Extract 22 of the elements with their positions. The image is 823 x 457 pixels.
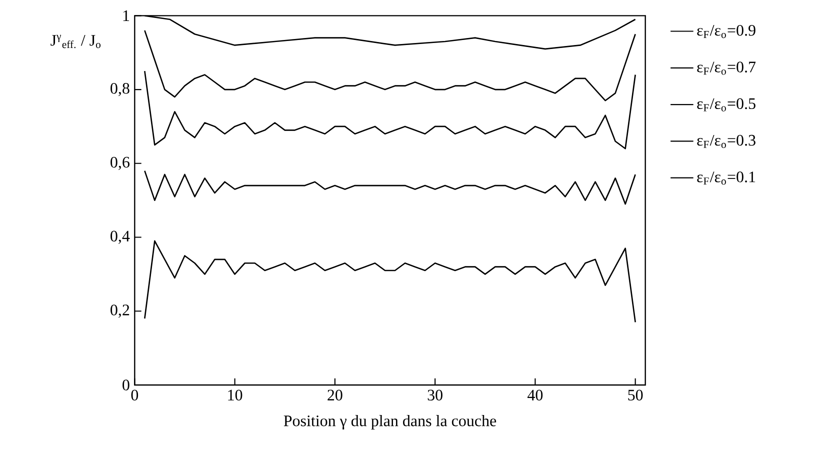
- y-tick-label: 0,8: [110, 82, 130, 96]
- x-tick-label: 40: [528, 390, 543, 400]
- x-tick-label: 0: [131, 390, 138, 400]
- y-tick-label: 0: [122, 380, 130, 390]
- x-tick-label: 30: [428, 390, 442, 400]
- x-axis-title: Position γ du plan dans la couche: [284, 414, 496, 430]
- line-series: [144, 30, 636, 102]
- line-series: [144, 240, 636, 323]
- line-series: [144, 70, 636, 150]
- x-tick-label: 20: [328, 390, 342, 400]
- legend-label: ε$_{F}$/ε$_{o}$=0.3: [697, 134, 756, 148]
- legend-label: ε$_{F}$/ε$_{o}$=0.7: [697, 62, 756, 75]
- x-tick-label: 50: [628, 390, 643, 400]
- x-tick-label: 10: [228, 390, 242, 400]
- legend-label: ε$_{F}$/ε$_{o}$=0.5: [697, 98, 756, 112]
- y-axis-title: J$^{γ}$$_{eff.}$ / J$_{o}$: [50, 34, 101, 48]
- y-tick-label: 0,6: [110, 156, 130, 170]
- y-tick-label: 0,4: [110, 230, 130, 244]
- y-tick-label: 1: [123, 10, 130, 21]
- legend-label: ε$_{F}$/ε$_{o}$=0.9: [697, 24, 756, 38]
- legend-label: ε$_{F}$/ε$_{o}$=0.1: [697, 172, 756, 185]
- y-tick-label: 0,2: [110, 304, 130, 318]
